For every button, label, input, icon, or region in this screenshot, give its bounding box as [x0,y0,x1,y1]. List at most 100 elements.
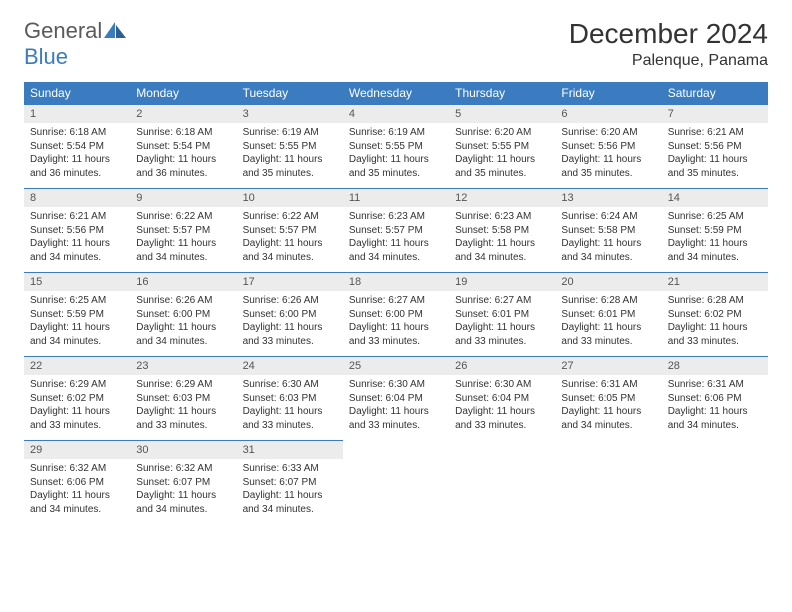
calendar-day-cell: 24Sunrise: 6:30 AMSunset: 6:03 PMDayligh… [237,356,343,440]
sunset-text: Sunset: 5:57 PM [243,224,337,238]
sunset-text: Sunset: 6:06 PM [30,476,124,490]
day-number: 5 [449,104,555,123]
day-number: 8 [24,188,130,207]
sunrise-text: Sunrise: 6:19 AM [349,126,443,140]
day-content: Sunrise: 6:25 AMSunset: 5:59 PMDaylight:… [24,291,130,356]
day-number: 17 [237,272,343,291]
day-content-empty [662,459,768,517]
day-content: Sunrise: 6:20 AMSunset: 5:55 PMDaylight:… [449,123,555,188]
sunrise-text: Sunrise: 6:18 AM [136,126,230,140]
sunset-text: Sunset: 5:59 PM [668,224,762,238]
calendar-day-cell: 15Sunrise: 6:25 AMSunset: 5:59 PMDayligh… [24,272,130,356]
calendar-day-cell: 23Sunrise: 6:29 AMSunset: 6:03 PMDayligh… [130,356,236,440]
day-content-empty [555,459,661,517]
sunrise-text: Sunrise: 6:32 AM [136,462,230,476]
day-content: Sunrise: 6:30 AMSunset: 6:04 PMDaylight:… [449,375,555,440]
day-number: 23 [130,356,236,375]
day-content: Sunrise: 6:21 AMSunset: 5:56 PMDaylight:… [24,207,130,272]
daylight-text: Daylight: 11 hours and 36 minutes. [136,153,230,180]
dayhead-thursday: Thursday [449,82,555,104]
calendar-day-cell: 17Sunrise: 6:26 AMSunset: 6:00 PMDayligh… [237,272,343,356]
day-content: Sunrise: 6:29 AMSunset: 6:03 PMDaylight:… [130,375,236,440]
calendar-day-cell: 6Sunrise: 6:20 AMSunset: 5:56 PMDaylight… [555,104,661,188]
day-number: 4 [343,104,449,123]
daylight-text: Daylight: 11 hours and 35 minutes. [349,153,443,180]
dayhead-saturday: Saturday [662,82,768,104]
sunset-text: Sunset: 6:06 PM [668,392,762,406]
day-number: 19 [449,272,555,291]
day-content: Sunrise: 6:23 AMSunset: 5:58 PMDaylight:… [449,207,555,272]
day-number: 14 [662,188,768,207]
location-label: Palenque, Panama [569,52,768,70]
day-content: Sunrise: 6:20 AMSunset: 5:56 PMDaylight:… [555,123,661,188]
sunrise-text: Sunrise: 6:28 AM [561,294,655,308]
sunset-text: Sunset: 5:56 PM [30,224,124,238]
sunset-text: Sunset: 5:57 PM [136,224,230,238]
day-number: 7 [662,104,768,123]
sunrise-text: Sunrise: 6:26 AM [243,294,337,308]
daylight-text: Daylight: 11 hours and 33 minutes. [243,405,337,432]
day-number: 29 [24,440,130,459]
daylight-text: Daylight: 11 hours and 34 minutes. [561,405,655,432]
sunset-text: Sunset: 5:58 PM [455,224,549,238]
calendar-day-cell: 30Sunrise: 6:32 AMSunset: 6:07 PMDayligh… [130,440,236,524]
day-content: Sunrise: 6:30 AMSunset: 6:03 PMDaylight:… [237,375,343,440]
day-content: Sunrise: 6:22 AMSunset: 5:57 PMDaylight:… [237,207,343,272]
day-content: Sunrise: 6:29 AMSunset: 6:02 PMDaylight:… [24,375,130,440]
day-number: 27 [555,356,661,375]
calendar-day-cell: 29Sunrise: 6:32 AMSunset: 6:06 PMDayligh… [24,440,130,524]
sunset-text: Sunset: 6:04 PM [455,392,549,406]
calendar-day-cell: 11Sunrise: 6:23 AMSunset: 5:57 PMDayligh… [343,188,449,272]
dayhead-tuesday: Tuesday [237,82,343,104]
dayhead-friday: Friday [555,82,661,104]
sunrise-text: Sunrise: 6:20 AM [561,126,655,140]
day-content: Sunrise: 6:19 AMSunset: 5:55 PMDaylight:… [343,123,449,188]
calendar-day-cell: 31Sunrise: 6:33 AMSunset: 6:07 PMDayligh… [237,440,343,524]
sunset-text: Sunset: 6:02 PM [30,392,124,406]
sunrise-text: Sunrise: 6:30 AM [455,378,549,392]
day-content: Sunrise: 6:27 AMSunset: 6:00 PMDaylight:… [343,291,449,356]
sunrise-text: Sunrise: 6:26 AM [136,294,230,308]
daylight-text: Daylight: 11 hours and 33 minutes. [561,321,655,348]
day-content: Sunrise: 6:26 AMSunset: 6:00 PMDaylight:… [237,291,343,356]
day-number: 10 [237,188,343,207]
daylight-text: Daylight: 11 hours and 34 minutes. [561,237,655,264]
day-content: Sunrise: 6:22 AMSunset: 5:57 PMDaylight:… [130,207,236,272]
daylight-text: Daylight: 11 hours and 33 minutes. [455,405,549,432]
calendar-body: 1Sunrise: 6:18 AMSunset: 5:54 PMDaylight… [24,104,768,524]
sunrise-text: Sunrise: 6:19 AM [243,126,337,140]
day-number: 25 [343,356,449,375]
daylight-text: Daylight: 11 hours and 34 minutes. [243,237,337,264]
calendar-day-cell: 9Sunrise: 6:22 AMSunset: 5:57 PMDaylight… [130,188,236,272]
calendar-day-cell [449,440,555,524]
sunset-text: Sunset: 6:03 PM [136,392,230,406]
calendar-day-cell: 28Sunrise: 6:31 AMSunset: 6:06 PMDayligh… [662,356,768,440]
day-content: Sunrise: 6:31 AMSunset: 6:06 PMDaylight:… [662,375,768,440]
day-content: Sunrise: 6:32 AMSunset: 6:06 PMDaylight:… [24,459,130,524]
day-number: 16 [130,272,236,291]
daylight-text: Daylight: 11 hours and 35 minutes. [561,153,655,180]
sunset-text: Sunset: 6:03 PM [243,392,337,406]
daylight-text: Daylight: 11 hours and 33 minutes. [243,321,337,348]
day-number: 1 [24,104,130,123]
day-content: Sunrise: 6:26 AMSunset: 6:00 PMDaylight:… [130,291,236,356]
day-content: Sunrise: 6:19 AMSunset: 5:55 PMDaylight:… [237,123,343,188]
calendar-day-cell: 18Sunrise: 6:27 AMSunset: 6:00 PMDayligh… [343,272,449,356]
calendar-day-cell: 7Sunrise: 6:21 AMSunset: 5:56 PMDaylight… [662,104,768,188]
sunrise-text: Sunrise: 6:30 AM [243,378,337,392]
day-content: Sunrise: 6:33 AMSunset: 6:07 PMDaylight:… [237,459,343,524]
sunrise-text: Sunrise: 6:27 AM [349,294,443,308]
sunset-text: Sunset: 5:59 PM [30,308,124,322]
day-content: Sunrise: 6:27 AMSunset: 6:01 PMDaylight:… [449,291,555,356]
day-number: 18 [343,272,449,291]
sunrise-text: Sunrise: 6:21 AM [668,126,762,140]
day-number-empty [449,440,555,459]
calendar-day-cell: 20Sunrise: 6:28 AMSunset: 6:01 PMDayligh… [555,272,661,356]
day-number: 12 [449,188,555,207]
calendar-week-row: 22Sunrise: 6:29 AMSunset: 6:02 PMDayligh… [24,356,768,440]
dayhead-monday: Monday [130,82,236,104]
calendar-day-cell: 13Sunrise: 6:24 AMSunset: 5:58 PMDayligh… [555,188,661,272]
calendar-week-row: 1Sunrise: 6:18 AMSunset: 5:54 PMDaylight… [24,104,768,188]
calendar-week-row: 8Sunrise: 6:21 AMSunset: 5:56 PMDaylight… [24,188,768,272]
calendar-day-cell: 2Sunrise: 6:18 AMSunset: 5:54 PMDaylight… [130,104,236,188]
